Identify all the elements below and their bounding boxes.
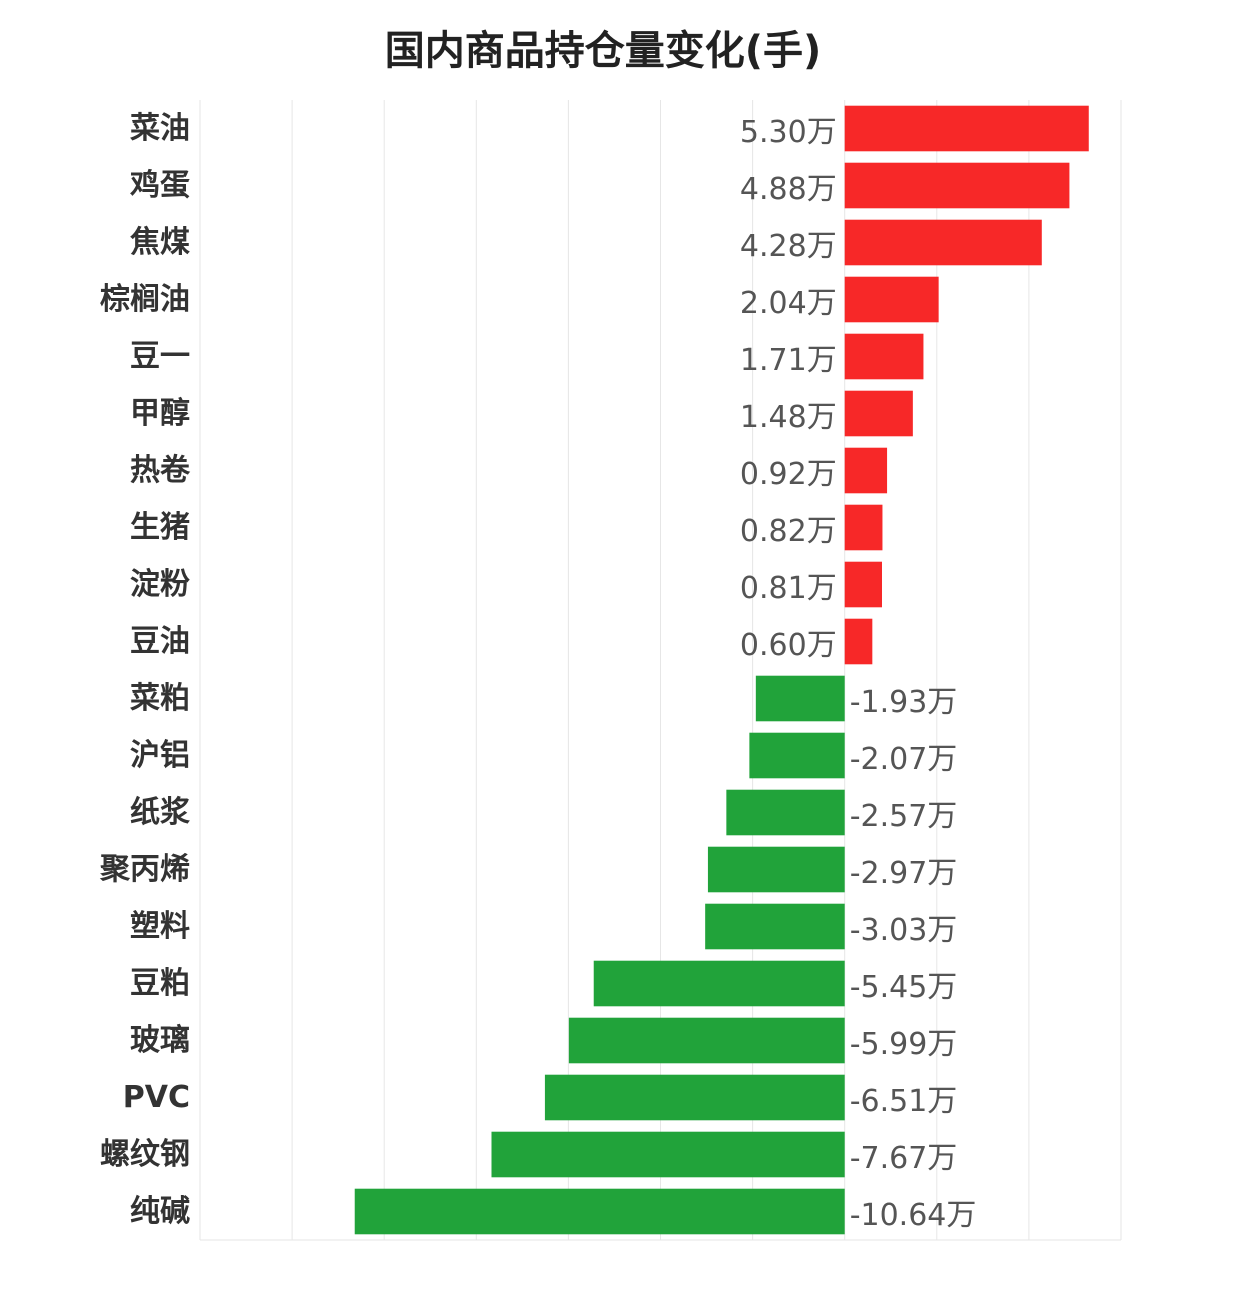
category-label: 甲醇 bbox=[130, 396, 190, 431]
value-label: -2.07万 bbox=[850, 742, 958, 777]
bar bbox=[844, 618, 873, 665]
bar bbox=[707, 846, 845, 893]
bar bbox=[844, 504, 883, 551]
value-label: 0.81万 bbox=[740, 571, 837, 606]
bar bbox=[491, 1131, 845, 1178]
bar bbox=[568, 1017, 845, 1064]
bar bbox=[593, 960, 845, 1007]
bar bbox=[755, 675, 845, 722]
bar bbox=[844, 390, 913, 437]
category-label: 纯碱 bbox=[130, 1194, 190, 1229]
category-label: 玻璃 bbox=[130, 1023, 190, 1058]
category-label: 豆一 bbox=[130, 339, 190, 374]
category-label: 生猪 bbox=[130, 510, 190, 545]
value-label: -3.03万 bbox=[850, 913, 958, 948]
category-label: 聚丙烯 bbox=[99, 852, 190, 887]
category-label: 菜油 bbox=[130, 111, 190, 146]
value-label: 1.48万 bbox=[740, 400, 837, 435]
bar bbox=[844, 561, 883, 608]
category-label: 焦煤 bbox=[130, 225, 190, 260]
value-label: 4.88万 bbox=[740, 172, 837, 207]
category-label: 豆油 bbox=[130, 624, 190, 659]
value-label: -5.45万 bbox=[850, 970, 958, 1005]
value-label: 4.28万 bbox=[740, 229, 837, 264]
bar bbox=[844, 162, 1070, 209]
value-label: -10.64万 bbox=[850, 1198, 977, 1233]
bar bbox=[749, 732, 845, 779]
value-label: 0.60万 bbox=[740, 628, 837, 663]
category-label: PVC bbox=[123, 1080, 190, 1115]
bar bbox=[844, 105, 1089, 152]
category-label: 鸡蛋 bbox=[130, 168, 190, 203]
bar bbox=[544, 1074, 845, 1121]
bars bbox=[354, 105, 1089, 1235]
category-label: 热卷 bbox=[130, 453, 191, 488]
category-label: 沪铝 bbox=[130, 738, 190, 773]
value-label: 0.82万 bbox=[740, 514, 837, 549]
value-label: -2.97万 bbox=[850, 856, 958, 891]
bar bbox=[726, 789, 845, 836]
grid-lines bbox=[199, 100, 1122, 1241]
value-label: 0.92万 bbox=[740, 457, 837, 492]
category-label: 豆粕 bbox=[130, 966, 190, 1001]
bar bbox=[844, 333, 924, 380]
bar bbox=[844, 447, 888, 494]
category-label: 棕榈油 bbox=[100, 282, 190, 317]
value-label: -7.67万 bbox=[850, 1141, 958, 1176]
category-label: 淀粉 bbox=[130, 567, 190, 602]
bar bbox=[354, 1188, 845, 1235]
value-label: 5.30万 bbox=[740, 115, 837, 150]
value-labels: 5.30万 4.88万 4.28万 2.04万 1.71万 1.48万 0.92万 0.82万… bbox=[740, 115, 977, 1233]
value-label: -5.99万 bbox=[850, 1027, 958, 1062]
category-label: 塑料 bbox=[130, 909, 190, 944]
bar bbox=[844, 219, 1042, 266]
bar bbox=[705, 903, 845, 950]
value-label: 2.04万 bbox=[740, 286, 837, 321]
category-label: 菜粕 bbox=[130, 681, 190, 716]
value-label: -1.93万 bbox=[850, 685, 958, 720]
bar bbox=[844, 276, 939, 323]
value-label: 1.71万 bbox=[740, 343, 837, 378]
chart-title: 国内商品持仓量变化(手) bbox=[384, 28, 822, 74]
value-label: -2.57万 bbox=[850, 799, 958, 834]
category-label: 纸浆 bbox=[130, 795, 190, 830]
category-label: 螺纹钢 bbox=[100, 1137, 190, 1172]
value-label: -6.51万 bbox=[850, 1084, 958, 1119]
